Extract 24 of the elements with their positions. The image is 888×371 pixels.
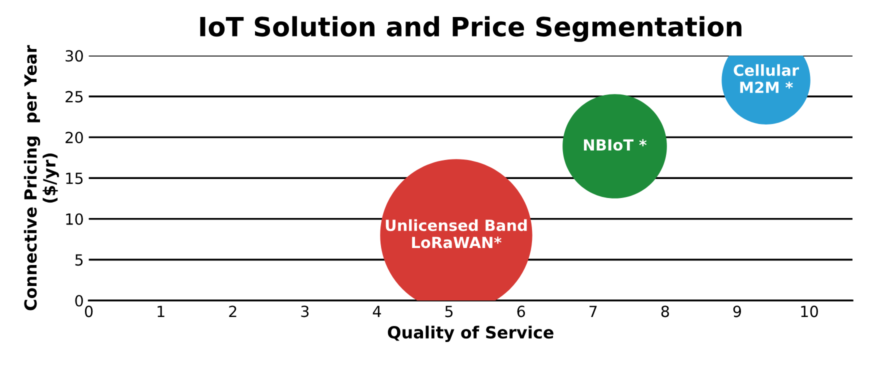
- x-tick-label: 10: [801, 306, 818, 318]
- y-tick-label: 5: [75, 254, 83, 266]
- y-tick-label: 0: [75, 294, 83, 307]
- y-tick-label: 15: [66, 172, 83, 184]
- y-tick-label: 20: [66, 132, 83, 144]
- series-label: Cellular M2M *: [734, 64, 799, 93]
- x-tick-label: 5: [445, 306, 453, 318]
- x-tick-label: 1: [158, 306, 164, 317]
- y-tick-label: 30: [66, 50, 83, 62]
- x-tick-label: 3: [301, 306, 309, 318]
- y-tick-label: 10: [66, 213, 83, 225]
- y-tick-label: 25: [66, 90, 83, 102]
- series-label: Unlicensed Band LoRaWAN*: [386, 219, 527, 248]
- x-tick-label: 0: [84, 306, 93, 318]
- x-tick-label: 8: [661, 306, 669, 318]
- x-tick-label: 2: [229, 306, 236, 317]
- series-label: NBIoT *: [584, 139, 647, 151]
- x-tick-label: 4: [372, 306, 381, 317]
- x-tick-label: 7: [590, 306, 597, 317]
- x-tick-label: 6: [517, 306, 525, 318]
- y-axis-title: Connective Pricing per Year ($/yr): [24, 45, 59, 310]
- chart-title: IoT Solution and Price Segmentation: [200, 16, 742, 42]
- x-tick-label: 9: [733, 306, 741, 318]
- x-axis-title: Quality of Service: [388, 326, 554, 342]
